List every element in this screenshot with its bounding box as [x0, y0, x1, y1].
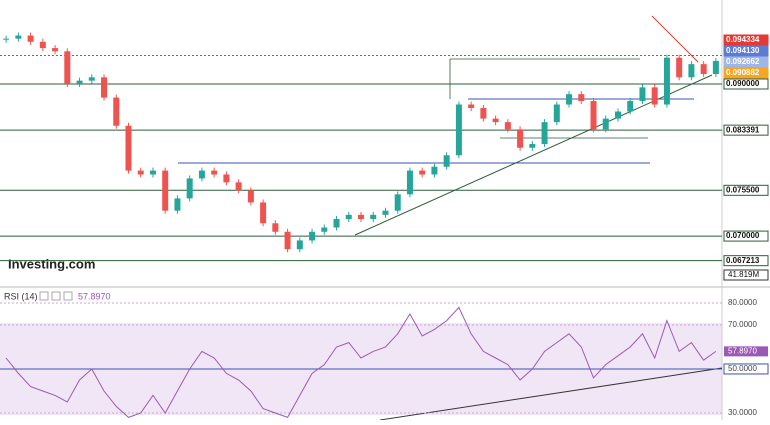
candle [590, 101, 597, 130]
icon[interactable] [51, 291, 61, 301]
candle [101, 77, 108, 98]
candle [321, 227, 328, 232]
candle [406, 170, 413, 195]
candle [39, 41, 46, 49]
candle [137, 170, 144, 175]
candle [419, 170, 426, 175]
rsi-title: RSI (14) [4, 291, 38, 301]
rsi-tick-label: 30.0000 [728, 408, 757, 417]
level-label: 0.070000 [726, 231, 760, 240]
level-label: 0.090882 [726, 68, 760, 77]
candle [566, 94, 573, 105]
candle [553, 104, 560, 123]
candle [480, 107, 487, 119]
icon[interactable] [39, 291, 49, 301]
level-label: 0.083391 [726, 125, 760, 134]
candle [663, 57, 670, 105]
level-box [723, 45, 769, 57]
candle [88, 77, 95, 81]
candle [468, 104, 475, 108]
candle [639, 87, 646, 102]
candle [627, 101, 634, 112]
candle [15, 35, 22, 39]
rsi-value: 57.8970 [78, 291, 111, 301]
candle [247, 190, 254, 203]
candle [52, 48, 59, 52]
level-label: 0.094130 [726, 46, 760, 55]
candle [162, 170, 169, 211]
candle [125, 125, 132, 171]
logo: Investing.com [8, 256, 95, 271]
candle [113, 97, 120, 126]
candle [272, 223, 279, 232]
candle [651, 87, 658, 105]
candle [443, 155, 450, 167]
volume-label: 41.819M [728, 270, 759, 279]
level-label: 0.075500 [726, 185, 760, 194]
candle [149, 170, 156, 175]
candle [541, 122, 548, 145]
rsi-trend-line [379, 367, 723, 421]
level-box [723, 34, 769, 46]
candle [455, 104, 462, 156]
candle [529, 144, 536, 148]
trend-line [651, 15, 699, 63]
rsi-last-box [724, 346, 768, 357]
rsi-tick-box [723, 363, 769, 375]
candle [431, 166, 438, 175]
level-label: 0.067213 [726, 256, 760, 265]
candle [260, 202, 267, 224]
candle [3, 38, 10, 40]
candle [345, 214, 352, 220]
candle [614, 111, 621, 119]
candle [64, 51, 71, 84]
level-label: 0.092662 [726, 57, 760, 66]
candle [688, 64, 695, 78]
candle [76, 80, 83, 84]
level-box [723, 67, 769, 79]
level-box [723, 184, 769, 196]
candle [198, 170, 205, 179]
candle [284, 231, 291, 250]
candle [174, 198, 181, 211]
candle [492, 118, 499, 123]
candle [676, 57, 683, 78]
volume-box [723, 269, 769, 281]
rsi-tick-label: 80.0000 [728, 298, 757, 307]
candle [27, 35, 34, 42]
candle [235, 182, 242, 191]
rsi-last-label: 57.8970 [728, 346, 757, 355]
candle [504, 122, 511, 130]
candle [517, 129, 524, 148]
rsi-tick-label: 70.0000 [728, 320, 757, 329]
candle [370, 214, 377, 220]
candle [394, 194, 401, 211]
candle [712, 60, 719, 74]
candle [211, 170, 218, 175]
rsi-tick-label: 50.0000 [728, 364, 757, 373]
level-box [723, 56, 769, 68]
rsi-line [5, 306, 717, 419]
candle [333, 219, 340, 228]
candle [358, 214, 364, 220]
icon[interactable] [63, 291, 73, 301]
candle [296, 240, 303, 250]
candle [700, 64, 707, 74]
level-box [723, 124, 769, 136]
candle [186, 178, 193, 199]
candle [309, 231, 316, 241]
level-box [723, 230, 769, 242]
candle [223, 174, 230, 183]
candle [602, 118, 609, 130]
level-box [723, 255, 769, 267]
candle [382, 210, 389, 215]
level-box [723, 78, 769, 90]
candle [578, 94, 585, 102]
level-label: 0.094334 [726, 35, 760, 44]
level-label: 0.090000 [726, 79, 760, 88]
